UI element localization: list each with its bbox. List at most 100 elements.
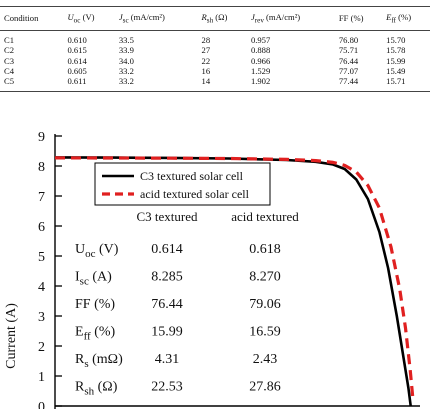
- y-tick-label: 2: [38, 340, 45, 355]
- inset-row-subscript: sc: [80, 276, 89, 288]
- inset-value: 2.43: [253, 352, 278, 367]
- legend-box: [94, 162, 271, 206]
- inset-value: 8.285: [151, 270, 183, 285]
- table-cell: 76.80: [338, 34, 359, 45]
- inset-row-label: FF (%): [75, 297, 115, 312]
- table-cell: 1.529: [250, 65, 271, 76]
- table-cell: 77.44: [338, 76, 359, 87]
- inset-row-unit: (%): [91, 325, 116, 340]
- inset-row-label: Isc (A): [75, 270, 112, 288]
- inset-row-symbol: E: [75, 325, 84, 340]
- inset-value: 22.53: [151, 380, 183, 395]
- header-cell: Rsh (Ω): [201, 12, 228, 25]
- table-cell: 22: [201, 55, 211, 66]
- y-tick-label: 0: [38, 400, 45, 409]
- inset-row-symbol: FF: [75, 297, 91, 312]
- jv-curve-chart: 0 1 2 3 4 5 6 7 8 9 C3 textured solar cell acid te…: [4, 130, 420, 409]
- table-cell: 0.957: [250, 34, 271, 45]
- table-cell: 15.99: [386, 55, 406, 66]
- table-cell: 0.888: [250, 45, 271, 56]
- header-row: Condition Uoc (V) Jsc (mA/cm²) Rsh (Ω) Jrev …: [0, 6, 430, 31]
- table-cell: 75.71: [338, 45, 359, 56]
- table-cell: 14: [201, 76, 211, 87]
- inset-value: 4.31: [155, 352, 180, 367]
- inset-row-symbol: R: [75, 380, 85, 395]
- inset-row-subscript: s: [84, 358, 88, 370]
- inset-row-unit: (%): [91, 297, 116, 312]
- y-axis-label: Current (A): [4, 303, 19, 369]
- table-cell: 33.2: [118, 76, 134, 87]
- chart-axes: 0 1 2 3 4 5 6 7 8 9: [38, 130, 420, 409]
- table-cell: 77.07: [338, 65, 359, 76]
- series-line: [54, 156, 415, 401]
- parameter-table-body: C1 0.610 33.5 28 0.957 76.80 15.70 C2 0.615 33.9 2…: [0, 30, 430, 92]
- y-tick-label: 4: [38, 280, 45, 295]
- table-row: C4 0.605 33.2 16 1.529 77.07 15.49: [0, 66, 430, 76]
- header-cell: Jrev (mA/cm²): [250, 12, 301, 25]
- table-cell: 0.966: [250, 55, 271, 66]
- parameter-table: Condition Uoc (V) Jsc (mA/cm²) Rsh (Ω) Jrev …: [0, 6, 430, 92]
- inset-row-label: Uoc (V): [75, 242, 119, 260]
- inset-value: 8.270: [249, 270, 281, 285]
- y-tick-label: 3: [38, 310, 45, 325]
- table-cell: 28: [201, 34, 211, 45]
- legend-label: acid textured solar cell: [140, 187, 250, 201]
- inset-row-unit: (V): [96, 242, 119, 257]
- table-cell: 1.902: [250, 76, 271, 87]
- table-cell: C2: [4, 45, 15, 56]
- table-cell: 0.610: [67, 34, 87, 45]
- inset-row-symbol: I: [75, 270, 80, 285]
- table-cell: 0.614: [67, 55, 87, 66]
- table-cell: 33.2: [118, 65, 134, 76]
- table-cell: 76.44: [338, 55, 359, 66]
- table-cell: 0.605: [67, 65, 87, 76]
- y-tick-label: 7: [38, 190, 45, 205]
- inset-value: 76.44: [151, 297, 183, 312]
- table-cell: C4: [4, 65, 15, 76]
- header-cell: Eff (%): [386, 12, 412, 25]
- y-tick-label: 5: [38, 250, 45, 265]
- inset-row-unit: (mΩ): [89, 352, 123, 367]
- inset-row-unit: (A): [89, 270, 112, 285]
- inset-row-subscript: ff: [84, 331, 91, 343]
- inset-value: 16.59: [249, 325, 281, 340]
- table-cell: 16: [201, 65, 211, 76]
- chart-legend: C3 textured solar cell acid textured sola…: [94, 162, 271, 206]
- inset-row-label: Rsh (Ω): [75, 380, 118, 398]
- inset-value: 27.86: [249, 380, 281, 395]
- y-tick-label: 9: [38, 130, 45, 145]
- parameter-table-header: Condition Uoc (V) Jsc (mA/cm²) Rsh (Ω) Jrev …: [0, 6, 430, 31]
- table-cell: 15.78: [386, 45, 406, 56]
- inset-row-unit: (Ω): [94, 380, 118, 395]
- table-cell: 15.71: [386, 76, 406, 87]
- table-cell: C5: [4, 76, 15, 87]
- y-tick-label: 6: [38, 220, 45, 235]
- table-row: C5 0.611 33.2 14 1.902 77.44 15.71: [0, 76, 430, 92]
- legend-label: C3 textured solar cell: [140, 169, 244, 183]
- table-cell: 27: [201, 45, 211, 56]
- table-row: C1 0.610 33.5 28 0.957 76.80 15.70: [0, 30, 430, 45]
- table-row: C2 0.615 33.9 27 0.888 75.71 15.78: [0, 45, 430, 55]
- table-cell: 0.611: [67, 76, 87, 87]
- inset-value: 15.99: [151, 325, 183, 340]
- header-cell: Jsc (mA/cm²): [118, 12, 165, 25]
- y-tick-label: 8: [38, 160, 45, 175]
- y-tick-label: 1: [38, 370, 45, 385]
- inset-row-label: Eff (%): [75, 325, 116, 343]
- inset-parameter-table: C3 textured acid textured Uoc (V) 0.614 0.61…: [75, 209, 299, 398]
- table-cell: 15.70: [386, 34, 406, 45]
- inset-column-header: acid textured: [231, 209, 299, 224]
- inset-column-header: C3 textured: [136, 209, 198, 224]
- table-cell: C3: [4, 55, 15, 66]
- inset-row-subscript: sh: [84, 386, 94, 398]
- table-cell: C1: [4, 34, 15, 45]
- inset-row-symbol: U: [75, 242, 85, 257]
- table-cell: 34.0: [118, 55, 134, 66]
- inset-row-subscript: oc: [85, 248, 96, 260]
- table-cell: 33.5: [118, 34, 134, 45]
- header-cell: Uoc (V): [67, 12, 95, 25]
- header-cell: Condition: [4, 13, 39, 24]
- table-cell: 15.49: [386, 65, 406, 76]
- inset-value: 0.614: [151, 242, 183, 257]
- table-cell: 33.9: [118, 45, 134, 56]
